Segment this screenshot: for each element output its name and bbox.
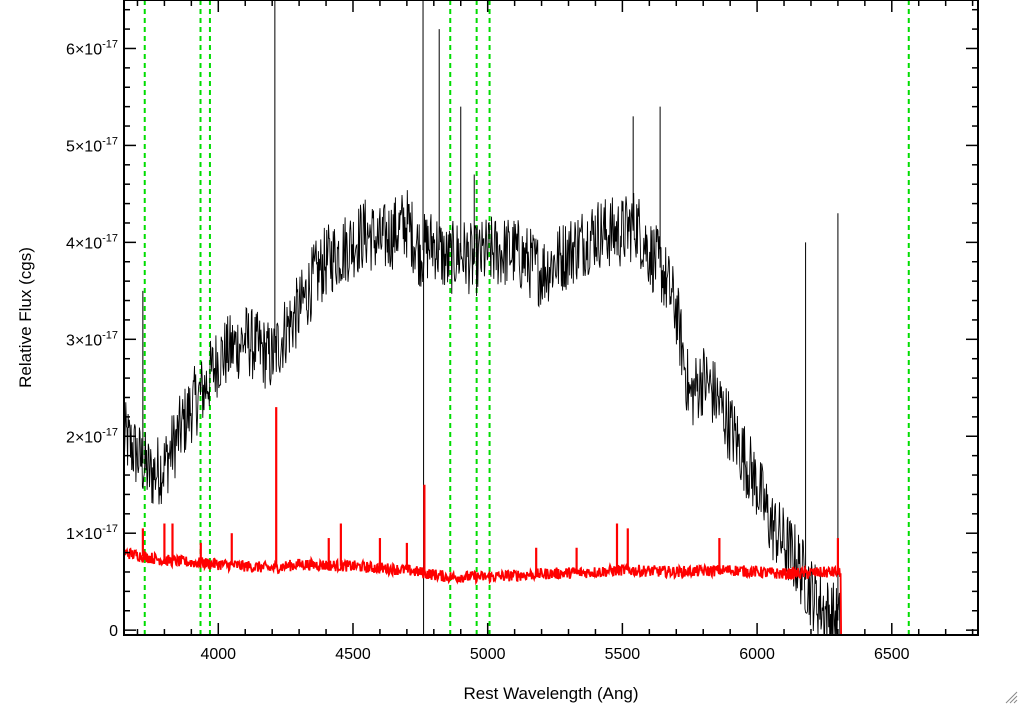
series-group	[124, 0, 978, 635]
x-tick-label-5500: 5500	[605, 646, 641, 663]
x-tick-label-4000: 4000	[200, 646, 236, 663]
x-tick-label-6500: 6500	[874, 646, 910, 663]
x-axis-label: Rest Wavelength (Ang)	[463, 684, 638, 703]
plot-area	[124, 0, 978, 635]
series-1-line	[124, 190, 841, 635]
x-tick-label-5000: 5000	[470, 646, 506, 663]
y-tick-label-6: 6×10-17	[66, 38, 118, 58]
axes: 4000 4500 5000 5500 6000 6500 0 1×10-17 2×10-17 3…	[66, 0, 979, 663]
x-tick-label-6000: 6000	[739, 646, 775, 663]
y-tick-label-4: 4×10-17	[66, 232, 118, 252]
series-2-line	[124, 547, 978, 635]
resize-grip-icon[interactable]	[1004, 690, 1018, 704]
y-axis-label: Relative Flux (cgs)	[16, 247, 35, 388]
x-tick-label-4500: 4500	[335, 646, 371, 663]
plot-frame	[123, 0, 979, 636]
y-tick-label-1: 1×10-17	[66, 523, 118, 543]
y-tick-label-2: 2×10-17	[66, 426, 118, 446]
y-tick-label-0: 0	[109, 623, 118, 640]
y-tick-label-3: 3×10-17	[66, 329, 118, 349]
y-tick-label-5: 5×10-17	[66, 135, 118, 155]
